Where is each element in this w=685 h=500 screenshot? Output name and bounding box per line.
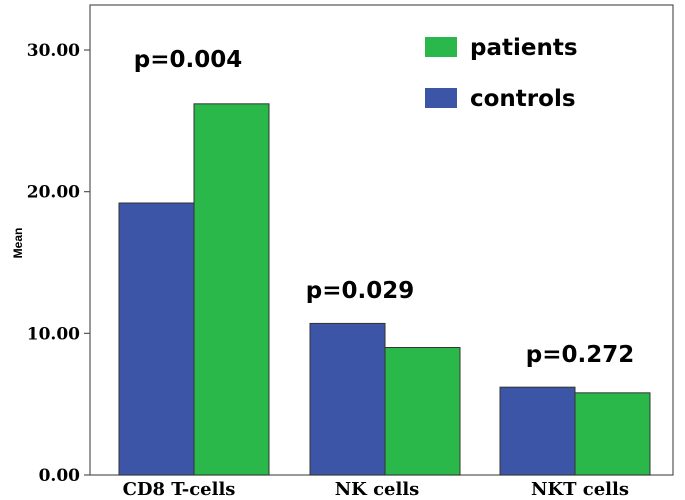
bar-controls-1 <box>309 322 386 476</box>
legend-swatch-patients <box>425 37 457 57</box>
bar-controls-0 <box>118 202 195 476</box>
legend: patients controls <box>425 35 578 112</box>
y-tick-label: 30.00 <box>27 41 80 61</box>
p-value-annotation: p=0.004 <box>134 47 243 73</box>
x-tick-label: NK cells <box>335 479 420 500</box>
legend-swatch-controls <box>425 88 457 108</box>
x-tick-label: NKT cells <box>531 479 629 500</box>
legend-label-controls: controls <box>470 86 576 112</box>
p-value-annotation: p=0.029 <box>306 278 415 304</box>
legend-label-patients: patients <box>470 35 578 61</box>
y-tick-label: 0.00 <box>39 466 81 486</box>
bar-patients-2 <box>574 392 651 476</box>
bar-controls-2 <box>499 386 576 476</box>
bar-patients-0 <box>193 103 270 476</box>
x-tick-label: CD8 T-cells <box>123 479 236 500</box>
bar-patients-1 <box>384 347 461 476</box>
y-axis-label: Mean <box>11 228 25 259</box>
y-tick-label: 20.00 <box>27 183 80 203</box>
y-tick-label: 10.00 <box>27 324 80 344</box>
p-value-annotation: p=0.272 <box>526 342 635 368</box>
